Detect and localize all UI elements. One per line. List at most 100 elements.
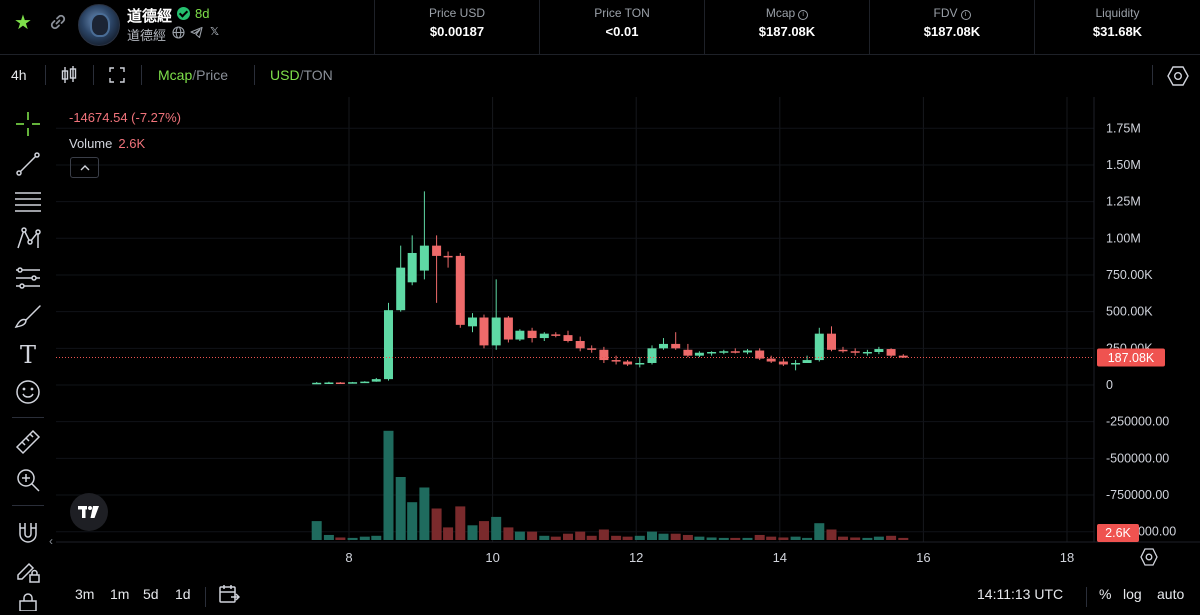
mcap-price-toggle[interactable]: Mcap/Price [158, 67, 228, 83]
candle-body [503, 317, 513, 340]
x-tick-label: 16 [916, 550, 930, 565]
volume-bar [443, 527, 454, 540]
range-3m-button[interactable]: 3m [75, 586, 95, 602]
auto-toggle[interactable]: auto [1157, 586, 1185, 602]
x-tick-label: 18 [1060, 550, 1074, 565]
brush-icon[interactable] [13, 302, 43, 332]
collapse-arrow-icon[interactable]: ‹ [49, 534, 53, 548]
volume-bar [455, 506, 466, 540]
lock-icon[interactable] [13, 591, 43, 611]
volume-bar [814, 523, 825, 540]
collapse-legend-button[interactable] [70, 157, 99, 178]
price-option[interactable]: Price [196, 67, 229, 83]
volume-bar [311, 521, 322, 540]
candle-body [396, 267, 406, 311]
candle-body [814, 333, 824, 361]
magnet-icon[interactable] [13, 518, 43, 548]
stat-mcap: Mcap i $187.08K [704, 0, 869, 55]
volume-bar [383, 430, 394, 540]
change-legend: -14674.54 (-7.27%) [69, 110, 182, 125]
volume-bar [634, 535, 645, 540]
slash: / [299, 67, 304, 83]
clock-display[interactable]: 14:11:13 UTC [977, 586, 1064, 602]
y-tick-label: 500.00K [1106, 305, 1153, 319]
stat-label-wrap: Mcap i [705, 6, 869, 20]
pattern-icon[interactable] [13, 224, 43, 254]
candle-body [683, 349, 693, 356]
volume-bar [419, 487, 430, 540]
globe-icon[interactable] [172, 26, 185, 39]
usd-option[interactable]: USD [270, 67, 300, 83]
x-tick-label: 12 [629, 550, 643, 565]
lock-pen-icon[interactable] [13, 556, 43, 586]
mcap-option[interactable]: Mcap [158, 67, 193, 83]
text-icon[interactable]: T [19, 341, 36, 369]
x-icon[interactable]: 𝕏 [210, 26, 219, 38]
y-tick-label: 1.50M [1106, 158, 1141, 172]
stat-value: $0.00187 [429, 24, 485, 39]
candle-body [611, 360, 621, 362]
divider [45, 65, 46, 85]
date-range-icon[interactable] [218, 583, 241, 605]
ton-option[interactable]: TON [303, 67, 333, 83]
candle-body [371, 379, 381, 382]
candle-body [886, 349, 896, 356]
volume-bar [862, 537, 873, 540]
info-icon[interactable]: i [960, 10, 971, 20]
volume-bar [407, 502, 418, 540]
telegram-icon[interactable] [190, 26, 203, 39]
link-icon[interactable] [46, 10, 70, 34]
candle-body [898, 355, 908, 358]
candle-type-icon[interactable] [60, 65, 78, 85]
stat-price-usd: Price USD $0.00187 [374, 0, 539, 55]
volume-bar [598, 529, 609, 540]
candle-body [766, 358, 776, 362]
fullscreen-icon[interactable] [109, 67, 125, 83]
log-toggle[interactable]: log [1123, 586, 1142, 602]
currency-toggle[interactable]: USD/TON [270, 67, 333, 83]
emoji-icon[interactable] [13, 377, 43, 407]
chart-pane[interactable]: 1.75M 1.50M 1.25M 1.00M 750.00K 500.00K 250.00… [56, 97, 1200, 615]
volume-bar [467, 525, 478, 540]
candle-body [479, 317, 489, 346]
crosshair-icon[interactable] [13, 109, 43, 139]
range-5d-button[interactable]: 5d [143, 586, 159, 602]
volume-bar [646, 531, 657, 540]
candle-body [599, 349, 609, 361]
y-tick-label: -500000.00 [1106, 451, 1169, 465]
candlestick-chart[interactable]: 1.75M1.50M1.25M1.00M750.00K500.00K250.00… [56, 97, 1200, 615]
zoom-in-icon[interactable] [13, 465, 43, 495]
volume-bar [802, 537, 813, 540]
stat-label: FDV [933, 6, 958, 20]
volume-bar [575, 531, 586, 540]
settings-icon[interactable] [1166, 64, 1190, 88]
volume-value: 2.6K [118, 136, 146, 151]
range-1m-button[interactable]: 1m [110, 586, 130, 602]
verified-icon [177, 7, 190, 20]
token-symbol: 道德經 [127, 28, 167, 43]
trend-line-icon[interactable] [13, 149, 43, 179]
volume-bar [742, 537, 753, 540]
volume-bar [873, 536, 884, 540]
candle-body [443, 255, 453, 258]
info-icon[interactable]: i [798, 10, 809, 20]
volume-bar [335, 537, 346, 540]
percent-toggle[interactable]: % [1099, 586, 1112, 602]
fib-icon[interactable] [13, 263, 43, 293]
horizontal-lines-icon[interactable] [13, 187, 43, 217]
volume-bar [539, 535, 550, 540]
stat-label: Price USD [428, 6, 485, 20]
interval-button[interactable]: 4h [11, 67, 27, 83]
stat-label: Liquidity [1095, 6, 1140, 20]
axis-settings-icon[interactable] [1140, 548, 1158, 566]
candle-body [312, 382, 322, 385]
tradingview-logo[interactable] [70, 493, 108, 531]
candle-body [802, 360, 812, 363]
star-icon[interactable]: ★ [14, 11, 32, 34]
range-1d-button[interactable]: 1d [175, 586, 191, 602]
ruler-icon[interactable] [13, 427, 43, 457]
divider [205, 587, 206, 607]
candle-body [455, 255, 465, 325]
volume-bar [754, 534, 765, 540]
drawing-toolbar: T ‹ [0, 97, 56, 615]
